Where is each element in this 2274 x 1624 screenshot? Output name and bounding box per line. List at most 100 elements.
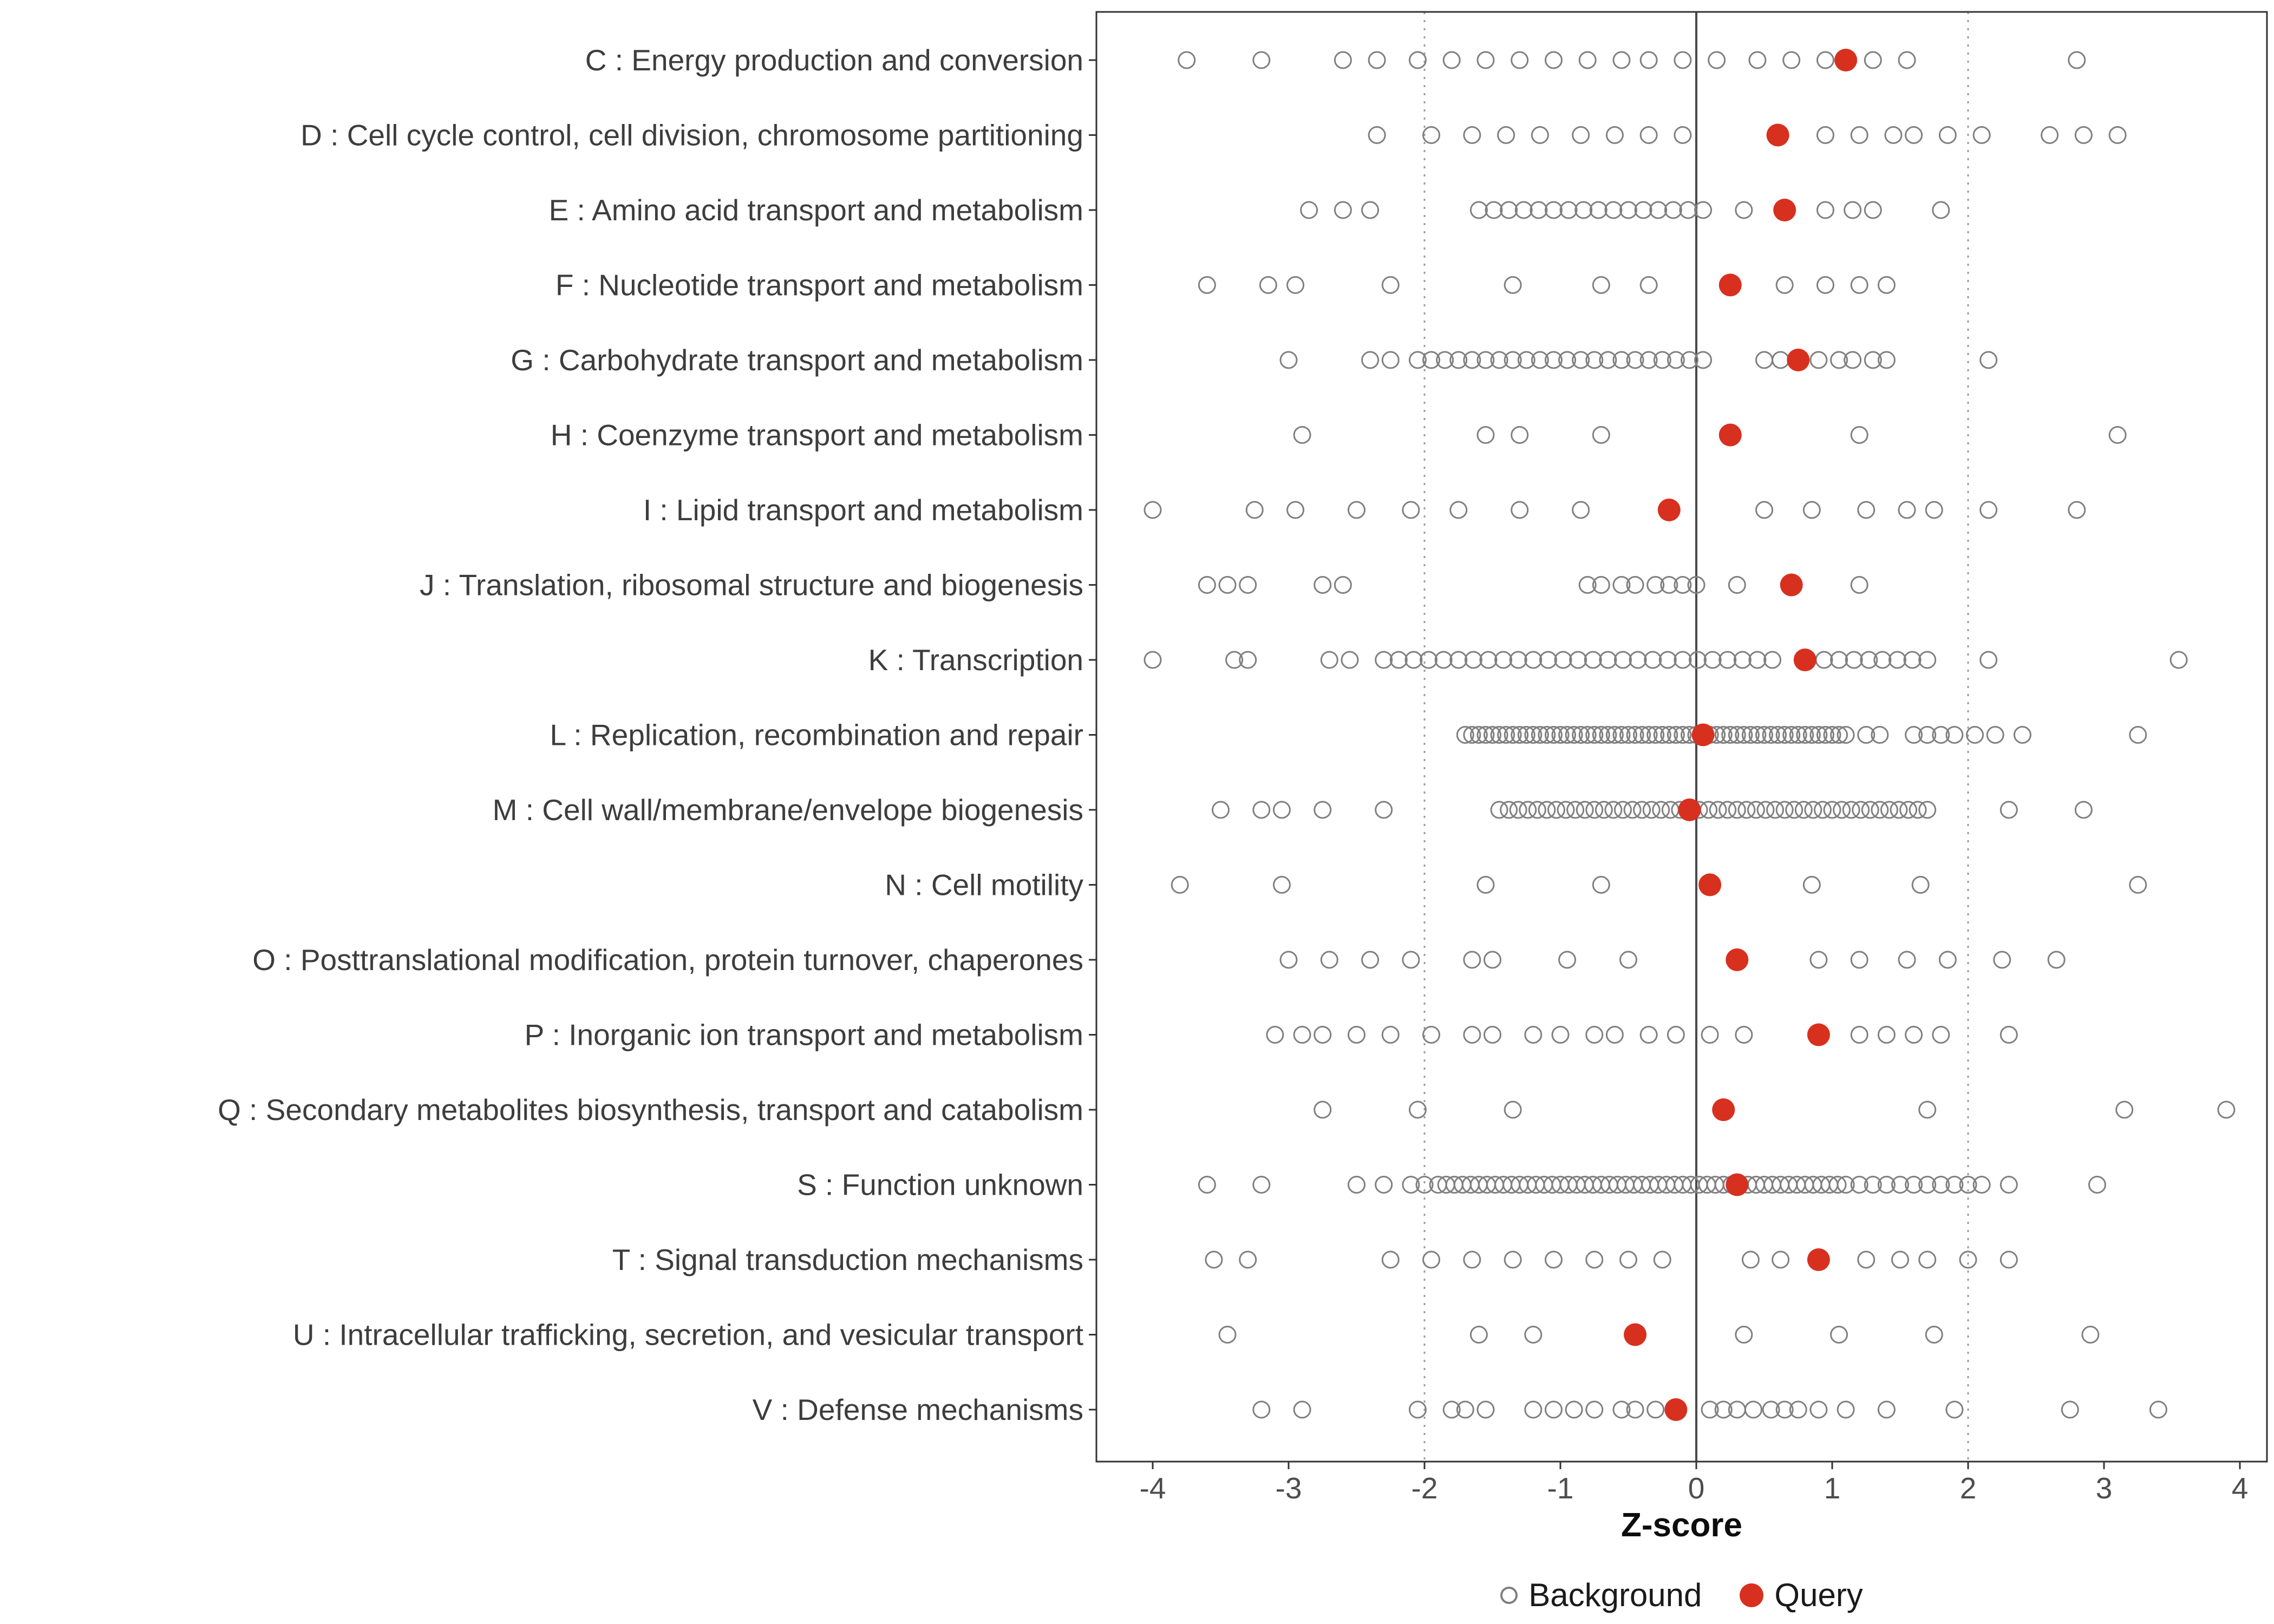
background-point — [1544, 201, 1563, 219]
background-point — [1918, 726, 1937, 744]
background-point — [1584, 651, 1602, 669]
background-point — [1639, 276, 1658, 294]
background-point — [1469, 726, 1488, 744]
background-point — [1619, 951, 1637, 969]
background-point — [1674, 651, 1692, 669]
background-point — [1585, 351, 1604, 369]
background-point — [1619, 726, 1637, 744]
background-point — [1576, 801, 1594, 819]
background-point — [1479, 651, 1498, 669]
background-point — [1504, 726, 1522, 744]
background-marker-icon — [1500, 1586, 1518, 1604]
background-point — [1649, 201, 1668, 219]
background-point — [1775, 801, 1794, 819]
background-point — [1972, 126, 1991, 144]
background-point — [1592, 726, 1610, 744]
background-point — [1653, 726, 1671, 744]
query-point — [1807, 1248, 1830, 1271]
background-point — [1888, 651, 1906, 669]
background-point — [1205, 1250, 1223, 1269]
background-point — [1830, 351, 1848, 369]
background-point — [1456, 1400, 1474, 1419]
background-point — [1714, 1400, 1733, 1419]
background-point — [1511, 426, 1529, 444]
background-point — [1880, 801, 1898, 819]
background-point — [1524, 1326, 1543, 1344]
background-point — [1578, 576, 1597, 594]
background-point — [1721, 726, 1740, 744]
background-point — [1932, 1026, 1950, 1044]
background-point — [1891, 1250, 1909, 1269]
background-point — [1422, 1250, 1441, 1269]
background-point — [1785, 801, 1803, 819]
background-point — [1539, 651, 1557, 669]
background-point — [1972, 1176, 1991, 1194]
background-point — [1404, 651, 1423, 669]
background-point — [1877, 1176, 1896, 1194]
background-point — [1476, 876, 1495, 894]
background-point — [1909, 801, 1927, 819]
background-point — [1178, 51, 1196, 69]
background-point — [1653, 351, 1671, 369]
background-point — [1449, 501, 1468, 519]
category-label: P : Inorganic ion transport and metaboli… — [525, 1018, 1083, 1052]
background-point — [2041, 126, 2059, 144]
background-point — [1701, 1026, 1719, 1044]
query-point — [1712, 1098, 1735, 1121]
background-point — [1634, 201, 1652, 219]
background-point — [1572, 126, 1590, 144]
background-point — [1619, 201, 1637, 219]
background-point — [1375, 801, 1393, 819]
background-point — [1252, 51, 1271, 69]
background-point — [1772, 1250, 1790, 1269]
background-point — [1469, 1326, 1488, 1344]
category-label: G : Carbohydrate transport and metabolis… — [511, 343, 1083, 377]
background-point — [1422, 351, 1441, 369]
background-point — [1660, 576, 1678, 594]
background-point — [1945, 726, 1964, 744]
background-point — [1623, 801, 1642, 819]
background-point — [1538, 801, 1556, 819]
background-point — [1903, 651, 1922, 669]
background-point — [1945, 1400, 1964, 1419]
background-point — [1272, 801, 1291, 819]
background-point — [1585, 726, 1604, 744]
x-tick-label: 4 — [2232, 1471, 2249, 1505]
background-point — [1476, 51, 1495, 69]
background-point — [1708, 51, 1726, 69]
query-point — [1691, 723, 1715, 746]
background-point — [1558, 726, 1577, 744]
background-point — [1517, 351, 1535, 369]
background-point — [1837, 1176, 1855, 1194]
background-point — [1674, 126, 1692, 144]
background-point — [1375, 651, 1393, 669]
background-point — [1755, 726, 1773, 744]
background-point — [1877, 1400, 1896, 1419]
background-point — [1558, 351, 1577, 369]
background-point — [1959, 1176, 1977, 1194]
background-point — [1999, 801, 2018, 819]
background-point — [1748, 726, 1767, 744]
background-point — [1871, 726, 1889, 744]
background-point — [1891, 1176, 1909, 1194]
background-point — [1899, 801, 1918, 819]
background-point — [1796, 726, 1814, 744]
background-point — [1476, 726, 1495, 744]
background-point — [1320, 951, 1338, 969]
background-point — [1517, 726, 1535, 744]
background-point — [2088, 1176, 2106, 1194]
background-point — [1633, 726, 1651, 744]
background-point — [1709, 801, 1727, 819]
query-point — [1766, 123, 1789, 147]
background-point — [1999, 1250, 2018, 1269]
background-point — [1402, 1176, 1420, 1194]
background-point — [1341, 651, 1359, 669]
background-point — [1198, 1176, 1216, 1194]
background-point — [1569, 651, 1587, 669]
background-point — [1585, 1400, 1604, 1419]
background-point — [1877, 351, 1896, 369]
background-point — [1728, 726, 1746, 744]
background-point — [1551, 1026, 1570, 1044]
background-point — [1918, 801, 1937, 819]
background-point — [1368, 51, 1386, 69]
